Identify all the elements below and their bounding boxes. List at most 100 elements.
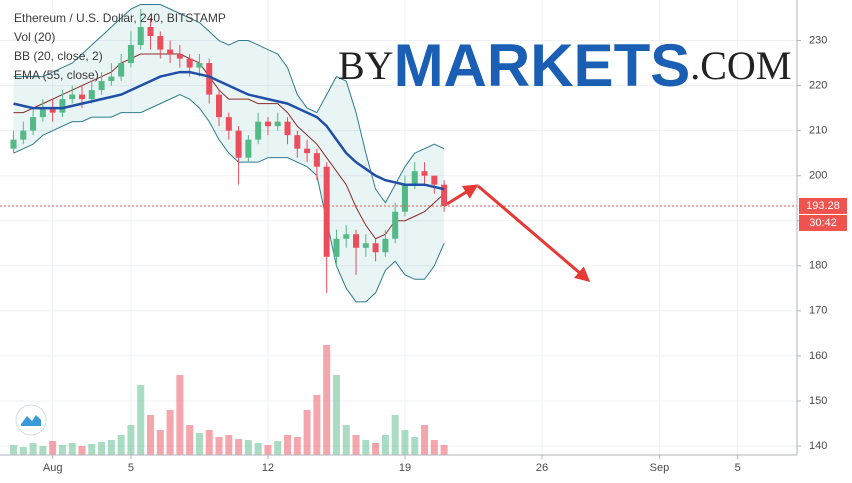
- volume-bar: [381, 435, 389, 455]
- y-tick-label: 160: [809, 350, 827, 362]
- annotation-arrow: [477, 184, 591, 282]
- volume-bar: [264, 445, 272, 455]
- candle-body: [255, 121, 262, 140]
- last-price-label: 193.28: [806, 200, 840, 212]
- volume-bar: [421, 425, 429, 455]
- candle-body: [392, 211, 399, 239]
- axes: 140150160170180190200210220230Aug5121926…: [43, 34, 847, 474]
- countdown-box: [799, 214, 847, 231]
- candle-body: [313, 153, 320, 167]
- bb-upper: [13, 4, 445, 204]
- candle-body: [421, 171, 428, 176]
- volume-bar: [39, 446, 47, 455]
- y-tick-label: 170: [809, 305, 827, 317]
- volume-bar: [88, 444, 96, 455]
- volume-bar: [430, 440, 438, 455]
- candle-body: [323, 166, 330, 257]
- volume-bar: [244, 440, 252, 455]
- x-tick-label: 5: [735, 462, 741, 474]
- watermark-suffix: .COM: [690, 43, 791, 88]
- candle-body: [186, 58, 193, 68]
- volume-bar: [49, 441, 57, 455]
- y-tick-label: 150: [809, 395, 827, 407]
- candle-body: [333, 238, 340, 257]
- watermark-prefix: BY: [338, 43, 394, 88]
- volume-bar: [186, 425, 194, 455]
- volume-bar: [284, 435, 292, 455]
- x-tick-label: 26: [536, 462, 548, 474]
- x-tick-label: 5: [128, 462, 134, 474]
- volume-bar: [362, 440, 370, 455]
- x-tick-label: 19: [399, 462, 411, 474]
- volume-bar: [411, 437, 419, 455]
- volume-bar: [332, 375, 340, 455]
- annotation-arrow: [446, 184, 479, 206]
- volume-bar: [58, 445, 66, 455]
- countdown-label: 30:42: [809, 217, 837, 229]
- candle-body: [167, 49, 174, 55]
- candle-body: [225, 117, 232, 131]
- volume-bar: [440, 445, 448, 455]
- legend-ema: EMA (55, close): [14, 68, 99, 82]
- candle-body: [294, 135, 301, 149]
- volume-bar: [323, 345, 331, 455]
- volume-bar: [225, 435, 233, 455]
- bb-lower: [13, 94, 445, 303]
- watermark: BYMARKETS.COM: [338, 32, 791, 99]
- y-tick-label: 140: [809, 440, 827, 452]
- y-tick-label: 210: [809, 125, 827, 137]
- volume-bar: [195, 433, 203, 455]
- volume-bar: [274, 441, 282, 455]
- volume-bar: [117, 435, 125, 455]
- candle-body: [137, 27, 144, 46]
- logo: [15, 404, 47, 436]
- legend-volume: Vol (20): [14, 30, 55, 44]
- candle-body: [118, 63, 125, 77]
- x-tick-label: Sep: [650, 462, 670, 474]
- candle-body: [206, 63, 213, 95]
- volume-bar: [68, 443, 76, 455]
- candle-body: [343, 234, 350, 239]
- volume-bar: [166, 410, 174, 455]
- candle-body: [49, 108, 56, 113]
- volume-bar: [156, 430, 164, 455]
- candle-body: [69, 94, 76, 100]
- volume-bar: [293, 437, 301, 455]
- candle-body: [157, 36, 164, 50]
- volume-bar: [107, 440, 115, 455]
- candle-body: [245, 139, 252, 158]
- volume-bar: [391, 415, 399, 455]
- volume-bar: [235, 439, 243, 455]
- volume-bar: [19, 447, 27, 455]
- x-tick-label: 12: [262, 462, 274, 474]
- ema-line: [13, 70, 445, 191]
- volume-bar: [176, 375, 184, 455]
- candle-body: [372, 243, 379, 253]
- bb-basis: [13, 53, 445, 240]
- volume-bar: [127, 425, 135, 455]
- x-tick-label: Aug: [43, 462, 63, 474]
- volume-bar: [29, 443, 37, 455]
- candle-body: [264, 121, 271, 127]
- candle-body: [216, 94, 223, 118]
- candle-body: [98, 81, 105, 91]
- candle-body: [108, 76, 115, 82]
- volume-bar: [352, 435, 360, 455]
- volume-bar: [137, 385, 145, 455]
- candle-body: [353, 234, 360, 248]
- candle-body: [441, 184, 448, 206]
- volume-bar: [78, 446, 86, 455]
- candle-body: [39, 108, 46, 118]
- volume-bar: [10, 445, 18, 455]
- legend-bb: BB (20, close, 2): [14, 49, 103, 63]
- y-tick-label: 220: [809, 80, 827, 92]
- chart-title: Ethereum / U.S. Dollar, 240, BITSTAMP: [14, 11, 226, 25]
- volume-bar: [215, 437, 223, 455]
- candle-body: [411, 171, 418, 185]
- candle-body: [362, 243, 369, 248]
- volume-bar: [254, 443, 262, 455]
- candle-body: [176, 54, 183, 59]
- candle-body: [304, 148, 311, 154]
- volume-bar: [147, 415, 155, 455]
